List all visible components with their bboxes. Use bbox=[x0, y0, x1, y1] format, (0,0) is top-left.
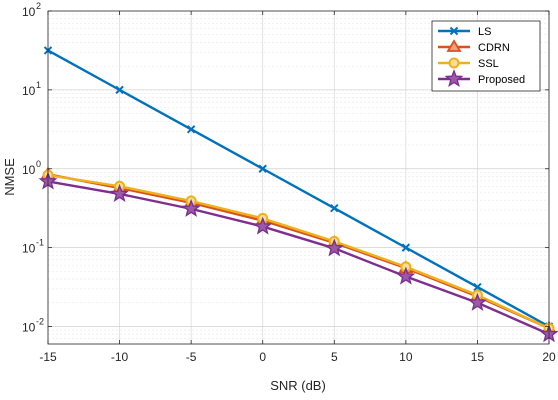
legend-label: CDRN bbox=[478, 42, 510, 54]
data-point-proposed bbox=[467, 292, 487, 311]
data-point-ls bbox=[258, 164, 267, 173]
data-point-ls bbox=[115, 85, 124, 95]
data-point-proposed bbox=[324, 238, 344, 257]
x-tick-label: -5 bbox=[186, 350, 197, 364]
y-tick-exponent: 2 bbox=[36, 1, 41, 11]
x-tick-label: 15 bbox=[471, 350, 485, 364]
x-tick-label: -10 bbox=[111, 350, 129, 364]
data-point-proposed bbox=[253, 216, 273, 235]
y-tick-base: 10 bbox=[22, 242, 36, 256]
y-tick-base: 10 bbox=[22, 321, 36, 335]
y-tick-exponent: 0 bbox=[36, 159, 41, 169]
data-point-ls bbox=[330, 204, 339, 213]
legend: LS CDRN SSL Proposed bbox=[431, 20, 541, 92]
y-tick-base: 10 bbox=[22, 163, 36, 177]
y-tick-base: 10 bbox=[22, 84, 36, 98]
y-tick-label: 10 2 bbox=[22, 1, 41, 19]
legend-label: LS bbox=[478, 26, 491, 38]
legend-entry-ls: LS bbox=[438, 26, 491, 38]
y-tick-label: 10 -1 bbox=[22, 238, 44, 256]
x-tick-label: -15 bbox=[39, 350, 57, 364]
y-tick-label: 10 -2 bbox=[22, 317, 44, 335]
legend-entry-cdrn: CDRN bbox=[438, 39, 510, 54]
legend-marker bbox=[444, 69, 464, 88]
series-line-proposed bbox=[47, 180, 550, 336]
axes-frame bbox=[47, 10, 550, 345]
x-axis-ticks: -15 -10 -5 0 5 10 15 20 bbox=[39, 11, 556, 364]
legend-marker bbox=[449, 26, 459, 36]
x-axis-label: SNR (dB) bbox=[270, 378, 326, 393]
data-point-ls bbox=[401, 243, 411, 252]
y-tick-base: 10 bbox=[22, 5, 36, 19]
legend-marker bbox=[446, 39, 462, 52]
data-point-proposed bbox=[110, 183, 130, 202]
x-tick-label: 5 bbox=[331, 350, 338, 364]
y-tick-exponent: -1 bbox=[36, 238, 44, 248]
x-tick-label: 0 bbox=[259, 350, 266, 364]
series-layer bbox=[38, 46, 558, 343]
data-point-ls bbox=[186, 125, 196, 134]
series-line-ls bbox=[47, 49, 550, 328]
series-proposed bbox=[38, 171, 558, 343]
y-axis-label: NMSE bbox=[2, 158, 17, 196]
legend-label: Proposed bbox=[478, 74, 525, 86]
y-tick-label: 10 1 bbox=[22, 80, 41, 98]
data-point-proposed bbox=[396, 266, 416, 285]
y-tick-exponent: 1 bbox=[36, 80, 41, 90]
series-line-ssl bbox=[47, 173, 550, 330]
x-tick-label: 20 bbox=[542, 350, 556, 364]
series-line-cdrn bbox=[47, 173, 550, 330]
data-point-ls bbox=[473, 282, 482, 292]
x-tick-label: 10 bbox=[399, 350, 413, 364]
legend-entry-proposed: Proposed bbox=[438, 69, 525, 88]
legend-entry-ssl: SSL bbox=[438, 57, 499, 70]
legend-label: SSL bbox=[478, 58, 499, 70]
y-tick-label: 10 0 bbox=[22, 159, 41, 177]
legend-marker bbox=[448, 57, 460, 69]
data-point-proposed bbox=[181, 198, 201, 217]
y-tick-exponent: -2 bbox=[36, 317, 44, 327]
